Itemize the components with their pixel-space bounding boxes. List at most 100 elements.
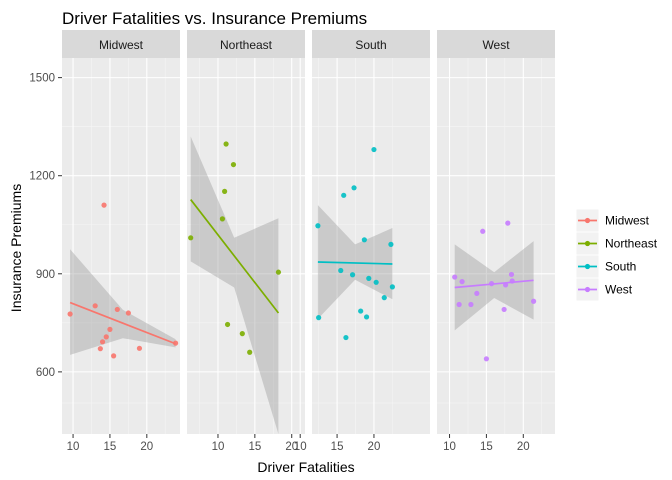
x-tick-label: 15 — [104, 441, 117, 453]
x-tick-label: 15 — [248, 441, 261, 453]
data-point — [501, 306, 507, 313]
data-point — [341, 192, 347, 198]
legend-key-point — [584, 217, 591, 224]
x-axis-label: Driver Fatalities — [257, 459, 354, 475]
data-point — [239, 331, 245, 337]
data-point — [247, 349, 253, 355]
data-point — [136, 345, 143, 351]
legend-label: West — [605, 283, 633, 297]
facet-west: West 10 15 20 — [437, 30, 555, 453]
confidence-band — [317, 205, 393, 319]
data-point — [474, 290, 480, 297]
x-tick-label: 20 — [368, 441, 381, 453]
data-point — [111, 353, 117, 359]
data-point — [114, 306, 120, 313]
data-point — [505, 220, 511, 226]
fit-line — [317, 261, 393, 265]
x-tick-label: 15 — [331, 441, 344, 453]
x-tick-label: 20 — [140, 441, 153, 453]
data-point — [351, 185, 357, 191]
y-tick-label: 1200 — [29, 171, 55, 183]
data-point — [275, 269, 282, 275]
data-point — [219, 216, 225, 222]
data-point — [468, 301, 474, 308]
data-point — [224, 321, 231, 328]
y-axis-label: Insurance Premiums — [8, 184, 24, 312]
facet-strip-label: Northeast — [220, 38, 273, 52]
legend-key-point — [584, 286, 591, 293]
data-point — [361, 237, 367, 243]
facet-strip — [312, 30, 430, 58]
x-tick-label: 10 — [212, 441, 225, 453]
data-point — [452, 274, 458, 280]
data-point — [338, 267, 344, 274]
legend-item-northeast: Northeast — [575, 231, 658, 256]
data-point — [480, 228, 486, 234]
data-point — [349, 272, 356, 278]
data-point — [222, 188, 228, 194]
data-point — [99, 339, 106, 345]
facet-strip — [62, 30, 180, 58]
x-tick-label: 10 — [67, 441, 80, 453]
data-point — [531, 298, 537, 304]
legend: Midwest Northeast South West — [575, 208, 658, 302]
confidence-band — [70, 249, 176, 355]
data-point — [371, 146, 377, 153]
data-point — [101, 202, 107, 208]
data-point — [316, 315, 322, 321]
facet-strip-label: Midwest — [99, 38, 144, 52]
x-tick-label: 15 — [480, 441, 493, 453]
data-point — [188, 235, 194, 241]
data-point — [459, 279, 465, 285]
legend-label: Midwest — [605, 214, 650, 228]
legend-key-point — [584, 240, 591, 247]
data-point — [483, 356, 490, 362]
data-point — [358, 308, 364, 314]
fit-line — [69, 301, 176, 345]
y-tick-label: 600 — [36, 367, 55, 379]
data-point — [67, 311, 73, 317]
y-tick-label: 1500 — [29, 73, 55, 85]
legend-key-point — [584, 263, 591, 270]
data-point — [125, 310, 131, 316]
x-tick-label: 10 — [294, 441, 307, 453]
data-point — [388, 241, 394, 247]
data-point — [456, 301, 462, 308]
legend-item-midwest: Midwest — [575, 208, 650, 233]
y-tick-label: 900 — [36, 269, 55, 281]
facet-northeast: Northeast 10 15 20 — [187, 30, 305, 453]
data-point — [508, 271, 515, 278]
data-point — [97, 346, 103, 352]
data-point — [230, 161, 237, 168]
x-tick-label: 20 — [517, 441, 530, 453]
data-point — [103, 334, 109, 340]
fit-line — [454, 279, 534, 289]
data-point — [366, 275, 372, 281]
chart-title: Driver Fatalities vs. Insurance Premiums — [62, 9, 367, 28]
legend-item-south: South — [575, 254, 636, 279]
legend-label: South — [605, 260, 636, 274]
facet-strip — [437, 30, 555, 58]
data-point — [363, 314, 370, 320]
facet-strip-label: West — [482, 38, 510, 52]
facet-midwest: Midwest 10 15 20 — [62, 30, 180, 453]
legend-label: Northeast — [605, 237, 658, 251]
x-tick-label: 20 — [285, 441, 298, 453]
data-point — [107, 326, 113, 332]
confidence-band — [190, 136, 279, 434]
data-point — [315, 223, 321, 229]
data-point — [223, 141, 229, 147]
y-axis: 600 900 1200 1500 — [29, 73, 62, 379]
x-tick-label: 10 — [443, 441, 456, 453]
facet-strip — [187, 30, 305, 58]
fit-line — [190, 199, 280, 314]
confidence-band — [454, 241, 534, 331]
data-point — [92, 303, 98, 309]
legend-item-west: West — [575, 277, 633, 302]
data-point — [343, 334, 349, 341]
panel-background — [62, 58, 180, 434]
facet-strip-label: South — [355, 38, 386, 52]
facet-south: South 10 15 20 — [294, 30, 430, 453]
